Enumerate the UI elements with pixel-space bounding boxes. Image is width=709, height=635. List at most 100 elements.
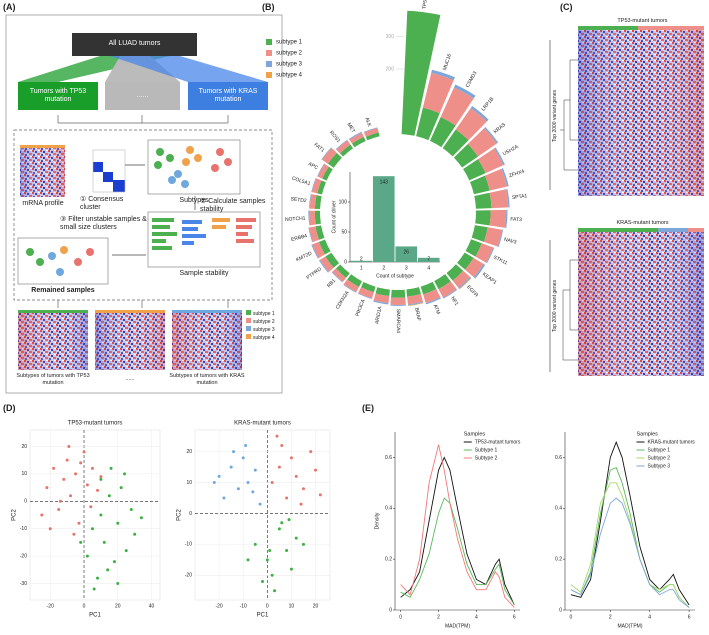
gene-label: CDKN2A xyxy=(335,290,351,311)
point xyxy=(309,450,313,454)
panel-label: (D) xyxy=(3,403,16,413)
point xyxy=(244,443,248,447)
x-tick-label: 10 xyxy=(289,603,295,609)
bar-segment xyxy=(443,289,458,299)
density-line xyxy=(400,497,515,606)
point xyxy=(275,434,279,438)
bar-segment xyxy=(478,148,504,174)
point xyxy=(82,450,86,454)
point xyxy=(222,496,226,500)
r-tick-label: 300 xyxy=(386,34,395,40)
bar-segment xyxy=(375,287,390,297)
bar-segment xyxy=(470,106,489,122)
panel-c-heatmaps xyxy=(549,19,704,376)
bar-segment xyxy=(348,131,362,140)
bar-segment xyxy=(317,163,329,179)
point xyxy=(289,456,293,460)
legend-label: Subtype 2 xyxy=(648,455,671,461)
gene-label: ERBB4 xyxy=(291,233,309,243)
point xyxy=(318,493,322,497)
bar-segment xyxy=(317,163,325,177)
gene-label: NOTCH1 xyxy=(285,216,306,223)
x-tick-label: 0 xyxy=(83,603,86,609)
point xyxy=(112,560,116,564)
bar-segment xyxy=(321,147,332,160)
point xyxy=(99,513,103,517)
bar-segment xyxy=(406,287,421,297)
point xyxy=(99,475,103,479)
gene-label: NF1 xyxy=(449,296,459,307)
bar-segment xyxy=(321,147,337,164)
x-tick-label: -10 xyxy=(240,603,247,609)
bar-segment xyxy=(452,270,470,288)
x-axis-label: PC1 xyxy=(89,613,101,619)
bar-segment xyxy=(335,139,348,150)
point xyxy=(299,502,303,506)
point xyxy=(229,465,233,469)
bar-segment xyxy=(339,144,354,157)
bar-segment xyxy=(494,147,505,166)
point xyxy=(62,477,66,481)
plot-area xyxy=(29,429,161,601)
point xyxy=(77,521,81,525)
gene-label: EGFR xyxy=(465,284,479,299)
legend-label: subtype 4 xyxy=(253,335,275,341)
y-tick-label: 0.4 xyxy=(385,506,392,512)
gene-label: FAT1 xyxy=(313,142,326,154)
point xyxy=(79,461,83,465)
y-tick-label: 0 xyxy=(344,259,347,265)
gene-label: APC xyxy=(307,161,319,171)
bar-segment xyxy=(453,143,479,168)
gene-label: TP53 xyxy=(422,0,430,10)
y-tick-label: 0.4 xyxy=(555,506,562,512)
x-tick-label: 6 xyxy=(513,614,516,620)
point xyxy=(90,527,94,531)
x-tick-label: 20 xyxy=(313,603,319,609)
legend-swatch xyxy=(266,39,272,45)
point xyxy=(52,466,56,470)
legend-label: KRAS-mutant tumors xyxy=(648,439,696,445)
legend-label: subtype 1 xyxy=(276,40,303,46)
point xyxy=(106,568,110,572)
gene-label: RB1 xyxy=(326,278,337,289)
density-line xyxy=(570,482,690,608)
x-tick-label: 4 xyxy=(475,614,478,620)
point xyxy=(48,527,52,531)
y-tick-label: -30 xyxy=(20,581,27,587)
bar-segment xyxy=(311,178,317,193)
y-axis-label: Count of driver xyxy=(331,200,337,233)
bar-segment xyxy=(332,268,347,282)
gene-label: PTPRD xyxy=(306,266,324,281)
bar-segment xyxy=(505,209,508,228)
point xyxy=(294,474,298,478)
gene-label: ZFHX4 xyxy=(508,169,525,180)
point xyxy=(102,540,106,544)
point xyxy=(133,532,137,536)
gene-label: MUC16 xyxy=(442,53,453,71)
legend-label: subtype 1 xyxy=(253,311,275,317)
bar xyxy=(395,246,418,262)
legend-swatch xyxy=(266,72,272,78)
point xyxy=(69,494,73,498)
bar-segment xyxy=(311,178,322,194)
bar-segment xyxy=(471,225,488,242)
x-tick-label: 4 xyxy=(648,614,651,620)
bar-segment xyxy=(351,136,366,148)
bar-segment xyxy=(425,297,441,305)
bar-segment xyxy=(401,10,441,136)
point xyxy=(109,466,113,470)
step-label: ③ Filter unstable samples & small size c… xyxy=(60,216,147,231)
gene-label: SETD2 xyxy=(290,196,307,204)
gene-label: SMARCA4 xyxy=(395,309,401,333)
bar-segment xyxy=(484,168,508,191)
point xyxy=(301,542,305,546)
gene-label: KEAP1 xyxy=(481,272,498,286)
x-tick-label: 2 xyxy=(609,614,612,620)
point xyxy=(285,549,289,553)
gene-label: STK11 xyxy=(492,255,508,267)
bar-segment xyxy=(458,276,471,289)
bar-segment xyxy=(309,193,312,209)
value-label: 7 xyxy=(427,256,430,262)
gene-label: ATM xyxy=(432,304,441,316)
gene-label: LRP1B xyxy=(481,96,496,113)
